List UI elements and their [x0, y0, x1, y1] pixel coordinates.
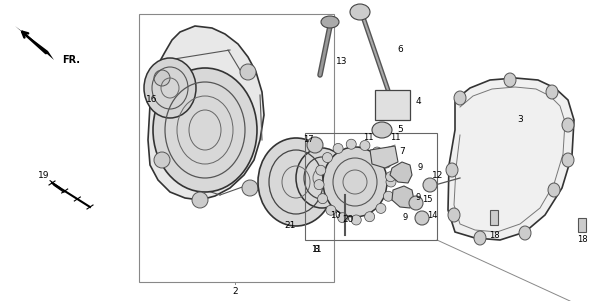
Polygon shape [148, 26, 264, 200]
Text: 16: 16 [146, 95, 158, 104]
Polygon shape [390, 162, 412, 183]
Text: 2: 2 [232, 287, 238, 296]
Ellipse shape [372, 122, 392, 138]
Ellipse shape [381, 158, 391, 168]
Text: 18: 18 [489, 231, 499, 240]
Ellipse shape [326, 205, 336, 215]
Text: 7: 7 [399, 147, 405, 157]
Text: 15: 15 [422, 196, 432, 204]
Text: 20: 20 [342, 216, 353, 225]
Polygon shape [15, 26, 54, 60]
Ellipse shape [448, 208, 460, 222]
Ellipse shape [258, 138, 334, 226]
Ellipse shape [154, 70, 170, 86]
Ellipse shape [314, 180, 324, 190]
Text: 11: 11 [363, 134, 373, 142]
Ellipse shape [192, 192, 208, 208]
Ellipse shape [322, 153, 332, 163]
Ellipse shape [454, 91, 466, 105]
Text: 19: 19 [38, 170, 50, 179]
Polygon shape [392, 186, 414, 208]
Ellipse shape [240, 64, 256, 80]
Ellipse shape [562, 118, 574, 132]
Text: 14: 14 [427, 210, 437, 219]
Text: 11: 11 [311, 246, 321, 255]
Ellipse shape [321, 16, 339, 28]
Ellipse shape [376, 203, 386, 213]
Ellipse shape [351, 215, 361, 225]
Ellipse shape [446, 163, 458, 177]
Ellipse shape [350, 4, 370, 20]
Ellipse shape [546, 85, 558, 99]
Bar [305, 133, 437, 240]
Text: FR.: FR. [62, 55, 80, 65]
Ellipse shape [333, 144, 343, 154]
Ellipse shape [296, 148, 348, 208]
Polygon shape [370, 146, 398, 168]
Bar [139, 14, 334, 282]
Text: 10: 10 [330, 210, 340, 219]
Text: 12: 12 [432, 170, 444, 179]
Text: 9: 9 [402, 213, 408, 222]
Polygon shape [490, 210, 498, 225]
Text: 4: 4 [415, 98, 421, 107]
Text: 5: 5 [397, 126, 403, 135]
Bar [375, 90, 410, 120]
Ellipse shape [386, 177, 396, 187]
Ellipse shape [323, 147, 387, 217]
Text: 11: 11 [390, 134, 400, 142]
Ellipse shape [519, 226, 531, 240]
Polygon shape [448, 78, 574, 240]
Ellipse shape [548, 183, 560, 197]
Text: 17: 17 [303, 135, 313, 144]
Text: 8: 8 [313, 244, 319, 253]
Ellipse shape [154, 152, 170, 168]
Ellipse shape [386, 172, 396, 182]
Text: 21: 21 [284, 221, 296, 229]
Ellipse shape [317, 194, 327, 204]
Text: 9: 9 [415, 194, 421, 203]
Ellipse shape [144, 58, 196, 118]
Ellipse shape [474, 231, 486, 245]
Text: 13: 13 [336, 57, 348, 67]
Ellipse shape [415, 211, 429, 225]
Ellipse shape [316, 165, 326, 175]
Ellipse shape [242, 180, 258, 196]
Ellipse shape [409, 196, 423, 210]
Text: 6: 6 [397, 45, 403, 54]
Text: 3: 3 [517, 116, 523, 125]
Ellipse shape [346, 139, 356, 149]
Ellipse shape [423, 178, 437, 192]
Polygon shape [578, 218, 586, 232]
Ellipse shape [365, 212, 375, 222]
Ellipse shape [307, 137, 323, 153]
Ellipse shape [384, 191, 394, 201]
Ellipse shape [372, 147, 382, 157]
Ellipse shape [504, 73, 516, 87]
Text: 18: 18 [576, 235, 587, 244]
Text: 9: 9 [417, 163, 422, 172]
Ellipse shape [562, 153, 574, 167]
Ellipse shape [360, 141, 370, 150]
Ellipse shape [153, 68, 257, 192]
Ellipse shape [337, 213, 348, 223]
